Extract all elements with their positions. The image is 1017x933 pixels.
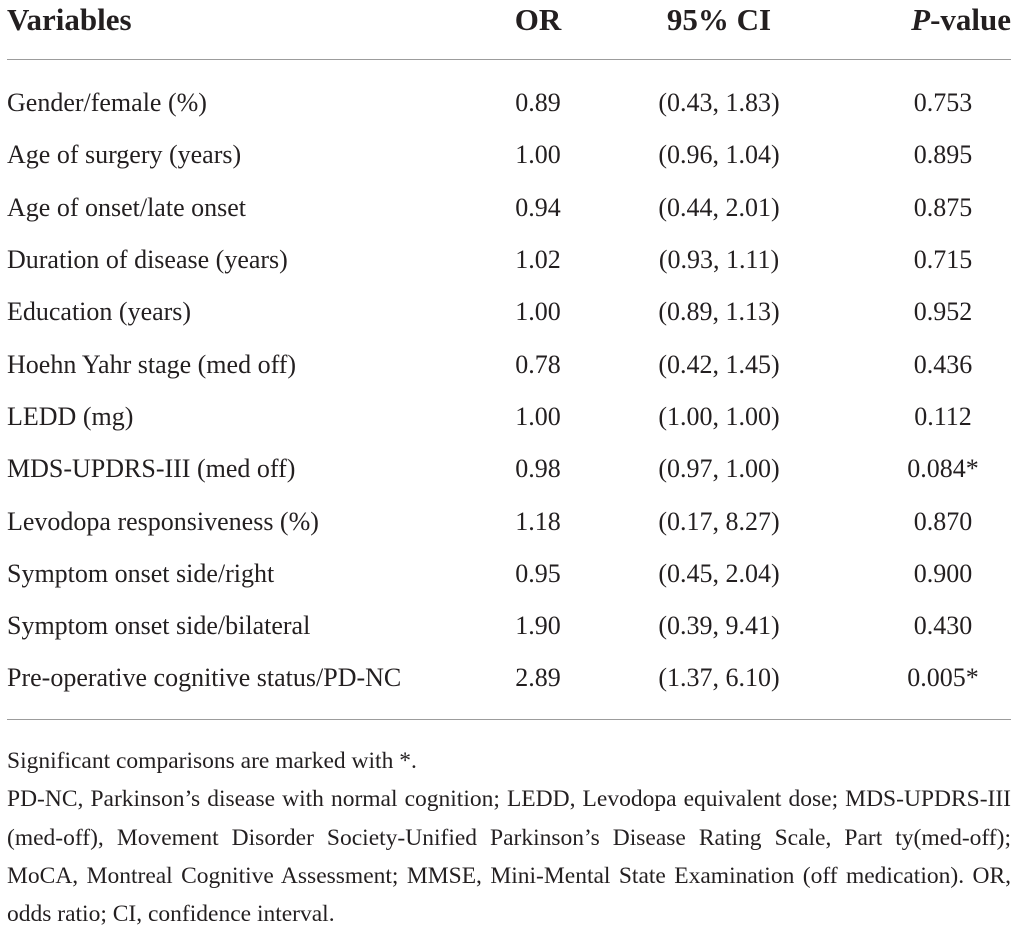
cell-p-value: 0.895 xyxy=(913,140,973,170)
table-row: Symptom onset side/right 0.95 (0.45, 2.04)… xyxy=(7,548,1011,600)
cell-ci: (0.96, 1.04) xyxy=(658,140,780,170)
cell-or: 0.78 xyxy=(515,349,561,379)
table-row: Symptom onset side/bilateral 1.90 (0.39, 9… xyxy=(7,600,1011,652)
table-row: Age of onset/late onset 0.94 (0.44, 2.01) 0… xyxy=(7,182,1011,234)
cell-or: 0.94 xyxy=(515,192,561,222)
cell-ci: (0.89, 1.13) xyxy=(658,297,780,327)
results-table-container: Variables OR 95% CI P-value Gender/femal… xyxy=(7,0,1011,720)
cell-or: 1.02 xyxy=(515,245,561,275)
table-row: MDS-UPDRS-III (med off) 0.98 (0.97, 1.00) 0… xyxy=(7,443,1011,495)
table-row: Duration of disease (years) 1.02 (0.93, 1.… xyxy=(7,234,1011,286)
header-p-value: P-value xyxy=(835,0,1011,42)
cell-variable: Pre-operative cognitive status/PD-NC xyxy=(7,663,402,693)
header-rule xyxy=(7,59,1011,60)
header-or: OR xyxy=(514,2,562,37)
cell-or: 1.00 xyxy=(515,140,561,170)
header-variables: Variables xyxy=(7,2,132,37)
footnote-abbreviations: PD-NC, Parkinson’s disease with normal c… xyxy=(7,786,1011,928)
cell-variable: Age of onset/late onset xyxy=(7,192,246,222)
cell-variable: MDS-UPDRS-III (med off) xyxy=(7,454,296,484)
table-row: LEDD (mg) 1.00 (1.00, 1.00) 0.112 xyxy=(7,391,1011,443)
cell-ci: (1.37, 6.10) xyxy=(658,663,780,693)
cell-p-value: 0.084* xyxy=(907,454,979,484)
header-p-suffix: -value xyxy=(930,2,1011,37)
table-row: Pre-operative cognitive status/PD-NC 2.89… xyxy=(7,652,1011,704)
table-row: Levodopa responsiveness (%) 1.18 (0.17, 8.… xyxy=(7,495,1011,547)
cell-variable: Symptom onset side/right xyxy=(7,558,275,588)
cell-p-value: 0.875 xyxy=(913,192,973,222)
cell-p-value: 0.436 xyxy=(913,349,973,379)
cell-p-value: 0.430 xyxy=(913,611,973,641)
table-row: Age of surgery (years) 1.00 (0.96, 1.04) 0.… xyxy=(7,129,1011,181)
cell-ci: (1.00, 1.00) xyxy=(658,401,780,431)
cell-ci: (0.93, 1.11) xyxy=(658,245,780,275)
cell-ci: (0.97, 1.00) xyxy=(658,454,780,484)
cell-variable: Gender/female (%) xyxy=(7,88,207,118)
cell-ci: (0.17, 8.27) xyxy=(658,506,780,536)
cell-ci: (0.45, 2.04) xyxy=(658,558,780,588)
cell-or: 2.89 xyxy=(515,663,561,693)
table-row: Education (years) 1.00 (0.89, 1.13) 0.952 xyxy=(7,286,1011,338)
cell-or: 1.00 xyxy=(515,297,561,327)
cell-variable: Levodopa responsiveness (%) xyxy=(7,506,319,536)
footer-rule xyxy=(7,718,1011,720)
footnote-significance: Significant comparisons are marked with … xyxy=(7,748,417,774)
cell-or: 0.95 xyxy=(515,558,561,588)
cell-or: 1.18 xyxy=(515,506,561,536)
cell-p-value: 0.005* xyxy=(907,663,979,693)
cell-variable: Duration of disease (years) xyxy=(7,245,288,275)
table-row: Hoehn Yahr stage (med off) 0.78 (0.42, 1.4… xyxy=(7,338,1011,390)
cell-variable: Hoehn Yahr stage (med off) xyxy=(7,349,297,379)
cell-p-value: 0.715 xyxy=(913,245,973,275)
cell-or: 0.98 xyxy=(515,454,561,484)
odds-ratio-table: Variables OR 95% CI P-value Gender/femal… xyxy=(7,0,1011,720)
cell-or: 1.00 xyxy=(515,401,561,431)
cell-or: 0.89 xyxy=(515,88,561,118)
cell-p-value: 0.112 xyxy=(914,401,972,431)
cell-ci: (0.43, 1.83) xyxy=(658,88,780,118)
header-p-italic: P xyxy=(911,2,931,37)
cell-or: 1.90 xyxy=(515,611,561,641)
cell-p-value: 0.870 xyxy=(913,506,973,536)
cell-p-value: 0.753 xyxy=(913,88,973,118)
cell-variable: Age of surgery (years) xyxy=(7,140,242,170)
cell-ci: (0.39, 9.41) xyxy=(658,611,780,641)
cell-variable: Symptom onset side/bilateral xyxy=(7,611,311,641)
cell-variable: Education (years) xyxy=(7,297,192,327)
table-footnotes: Significant comparisons are marked with … xyxy=(7,742,1011,933)
table-row: Gender/female (%) 0.89 (0.43, 1.83) 0.753 xyxy=(7,77,1011,129)
cell-p-value: 0.900 xyxy=(913,558,973,588)
table-header-row: Variables OR 95% CI P-value xyxy=(7,0,1011,42)
header-ci: 95% CI xyxy=(666,2,772,37)
table-body: Gender/female (%) 0.89 (0.43, 1.83) 0.753 Ag… xyxy=(7,77,1011,705)
cell-ci: (0.44, 2.01) xyxy=(658,192,780,222)
cell-ci: (0.42, 1.45) xyxy=(658,349,780,379)
cell-variable: LEDD (mg) xyxy=(7,401,134,431)
cell-p-value: 0.952 xyxy=(913,297,973,327)
